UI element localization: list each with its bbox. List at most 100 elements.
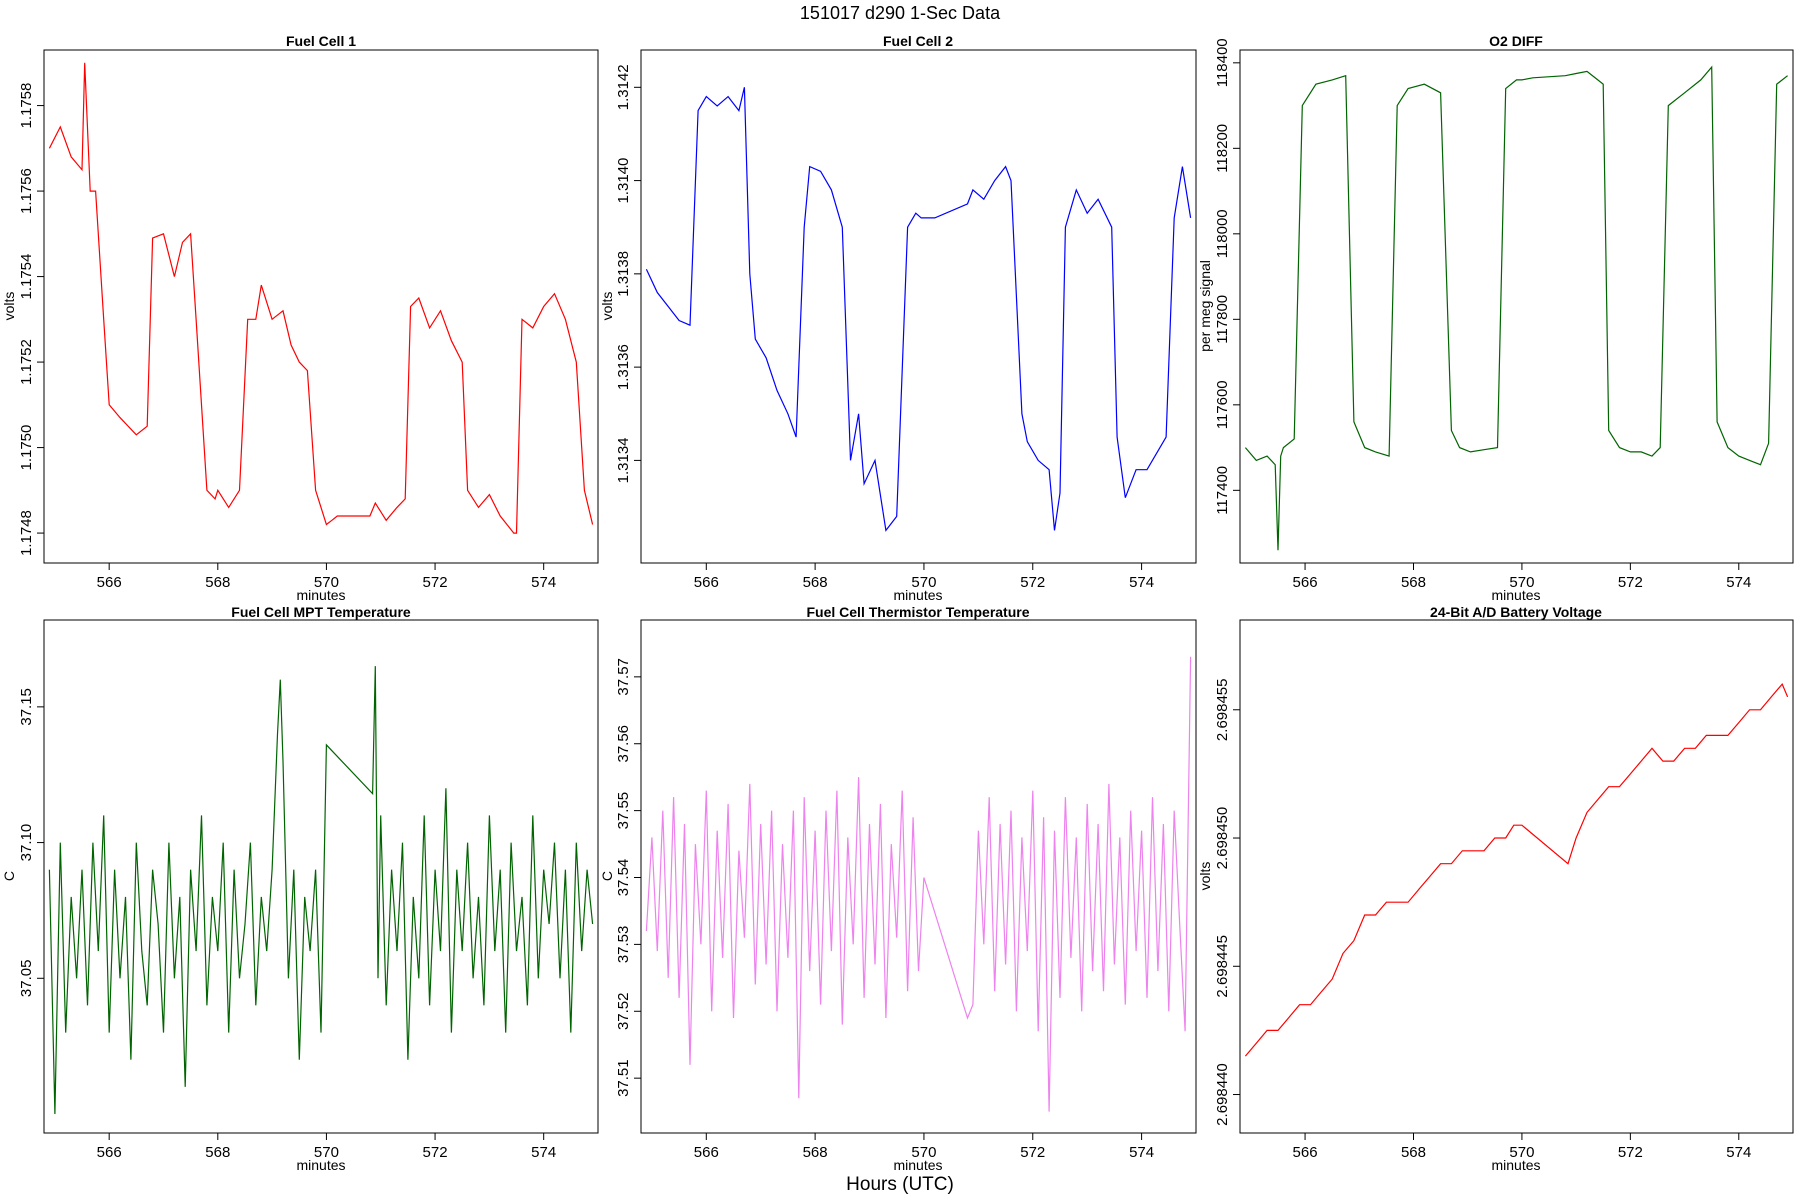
plot-area [645,87,1192,532]
y-tick-label: 1.3140 [615,158,632,204]
panel-title: Fuel Cell 2 [883,33,953,49]
plot-area [645,656,1192,1112]
y-axis-label: volts [599,292,615,321]
plot-frame [43,49,599,564]
x-axis: 566 568 570 572 574 [97,1133,556,1161]
y-tick-label: 118200 [1214,124,1231,173]
x-tick-label: 572 [1020,1144,1045,1161]
y-tick-label: 37.55 [615,792,632,830]
plot-frame [640,619,1197,1134]
y-axis-label: volts [1197,862,1213,891]
y-tick-label: 1.3138 [615,251,632,297]
panel-title: 24-Bit A/D Battery Voltage [1430,604,1602,620]
x-tick-label: 574 [1129,574,1154,591]
x-tick-label: 574 [531,574,556,591]
x-tick-label: 574 [1726,1144,1751,1161]
y-tick-label: 2.698450 [1214,807,1231,870]
x-tick-label: 570 [1509,574,1534,591]
y-axis: 37.05 37.10 37.15 [18,688,44,997]
series-line [645,656,1192,1112]
plot-frame [1239,49,1794,564]
plot-frame [1239,619,1794,1134]
plot-frame [43,619,599,1134]
y-axis-label: C [1,871,17,881]
y-tick-label: 1.1750 [18,425,35,471]
y-tick-label: 118400 [1214,38,1231,87]
x-tick-label: 572 [1020,574,1045,591]
x-axis: 566 568 570 572 574 [694,563,1154,591]
figure-xlabel: Hours (UTC) [846,1174,954,1195]
y-tick-label: 118000 [1214,209,1231,258]
panel-title: Fuel Cell MPT Temperature [231,604,411,620]
x-axis-label: minutes [1491,587,1540,603]
series-line [645,87,1192,532]
series-line [48,666,594,1115]
y-axis: 1.3134 1.3136 1.3138 1.3140 1.3142 [615,64,641,483]
y-axis: 2.698440 2.698445 2.698450 2.698455 [1214,678,1240,1126]
x-axis-label: minutes [1491,1157,1540,1173]
plot-frame [640,49,1197,564]
x-tick-label: 570 [1509,1144,1534,1161]
x-tick-label: 566 [97,1144,122,1161]
y-axis-label: C [599,871,615,881]
x-tick-label: 572 [423,1144,448,1161]
plot-area [1244,682,1789,1057]
y-tick-label: 37.15 [18,688,35,726]
y-tick-label: 2.698440 [1214,1063,1231,1126]
x-tick-label: 570 [314,1144,339,1161]
y-tick-label: 117400 [1214,466,1231,515]
x-axis-label: minutes [893,587,942,603]
y-tick-label: 117800 [1214,295,1231,344]
series-line [48,62,594,534]
x-axis-label: minutes [296,1157,345,1173]
x-tick-label: 568 [205,1144,230,1161]
y-axis: 1.1748 1.1750 1.1752 1.1754 1.1756 1.1758 [18,83,44,556]
series-line [1244,65,1788,551]
y-tick-label: 37.05 [18,960,35,998]
y-axis-label: per meg signal [1197,260,1213,352]
y-tick-label: 1.1754 [18,254,35,300]
y-tick-label: 1.1748 [18,510,35,556]
panel-fuel-cell-mpt-temperature: Fuel Cell MPT Temperature minutes C 566 5… [1,604,599,1173]
y-tick-label: 1.1752 [18,339,35,385]
y-axis: 37.51 37.52 37.53 37.54 37.55 37.56 37.57 [615,658,641,1097]
y-axis: 117400 117600 117800 118000 118200 118400 [1214,38,1240,515]
x-tick-label: 566 [694,1144,719,1161]
y-tick-label: 1.3136 [615,344,632,390]
figure-suptitle: 151017 d290 1-Sec Data [800,3,1001,23]
x-tick-label: 566 [1293,1144,1318,1161]
panel-fuel-cell-thermistor-temperature: Fuel Cell Thermistor Temperature minutes… [599,604,1197,1173]
y-tick-label: 37.53 [615,926,632,964]
x-axis: 566 568 570 572 574 [694,1133,1154,1161]
y-tick-label: 1.3134 [615,437,632,483]
x-tick-label: 566 [1293,574,1318,591]
x-tick-label: 574 [1726,574,1751,591]
x-tick-label: 566 [694,574,719,591]
x-tick-label: 572 [1618,574,1643,591]
x-tick-label: 568 [1401,574,1426,591]
y-axis-label: volts [1,292,17,321]
x-axis: 566 568 570 572 574 [1293,1133,1751,1161]
y-tick-label: 37.52 [615,992,632,1030]
x-tick-label: 568 [803,574,828,591]
x-axis: 566 568 570 572 574 [97,563,556,591]
y-tick-label: 2.698455 [1214,678,1231,741]
y-tick-label: 37.57 [615,658,632,696]
plot-area [48,666,594,1115]
y-tick-label: 37.54 [615,859,632,897]
y-tick-label: 1.1758 [18,83,35,129]
x-tick-label: 568 [205,574,230,591]
panel-battery-voltage: 24-Bit A/D Battery Voltage minutes volts… [1197,604,1794,1173]
y-tick-label: 2.698445 [1214,935,1231,998]
x-tick-label: 572 [1618,1144,1643,1161]
y-tick-label: 1.3142 [615,64,632,110]
x-tick-label: 570 [911,1144,936,1161]
plot-area [1244,65,1788,551]
x-tick-label: 574 [531,1144,556,1161]
x-axis-label: minutes [893,1157,942,1173]
panel-title: Fuel Cell 1 [286,33,356,49]
x-axis-label: minutes [296,587,345,603]
panel-fuel-cell-1: Fuel Cell 1 minutes volts 566 568 570 572 57… [1,33,599,603]
x-tick-label: 570 [911,574,936,591]
